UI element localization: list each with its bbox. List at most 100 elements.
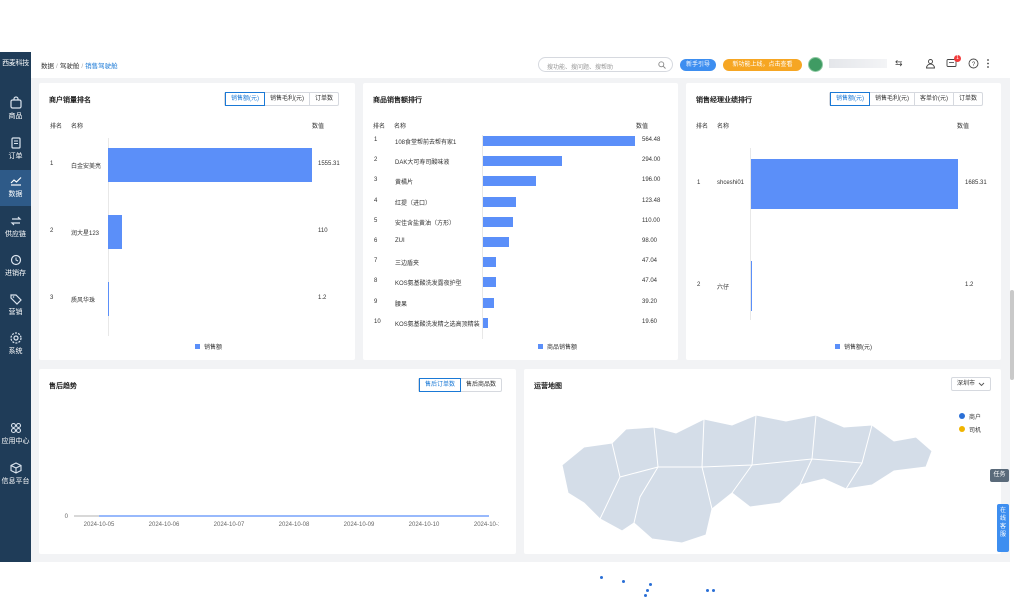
tab-order-count[interactable]: 订单数 [315, 96, 334, 102]
bar [108, 215, 123, 249]
value-label: 123.48 [642, 197, 661, 204]
city-select[interactable]: 深圳市 [951, 377, 991, 391]
inventory-icon [10, 254, 21, 266]
map-point-merchant[interactable] [644, 594, 647, 597]
tab-gross-profit[interactable]: 销售毛利(元) [870, 93, 915, 105]
cube-icon [9, 462, 22, 474]
rank-label: 5 [374, 217, 378, 224]
sidebar-item-system[interactable]: 系统 [0, 327, 31, 363]
brand-logo: 西麦科技 [2, 60, 29, 67]
bar [483, 297, 494, 308]
merchant-ranking-card: 商户销量排名 销售额(元) 销售毛利(元) 订单数 排名 名称 数值 1 白金安美… [39, 83, 355, 360]
rank-label: 8 [374, 278, 378, 285]
sidebar: 西麦科技 商品 订单 数据 供应链 进销存 营销 系统 应用中心 信息平台 [0, 52, 31, 562]
shenzhen-map[interactable] [554, 407, 974, 547]
tab-aftersale-goods[interactable]: 售后商品数 [466, 382, 497, 388]
user-name[interactable] [829, 59, 887, 68]
column-header-name: 名称 [71, 124, 84, 130]
sidebar-item-inventory[interactable]: 进销存 [0, 249, 31, 285]
sidebar-item-label: 信息平台 [1, 478, 30, 485]
map-point-merchant[interactable] [712, 589, 715, 592]
category-label: 安佳含盐黄油（方形） [395, 220, 456, 227]
breadcrumb-item[interactable]: 数据 [41, 63, 54, 70]
sidebar-item-marketing[interactable]: 营销 [0, 288, 31, 324]
bar [483, 277, 496, 288]
column-header-name: 名称 [394, 124, 407, 130]
card-title: 运营地图 [534, 383, 562, 390]
value-label: 1.2 [318, 295, 327, 301]
bar [751, 261, 752, 311]
scrollbar[interactable] [1010, 290, 1014, 380]
category-label: KOS氨基酸洗发露夜护型 [395, 281, 462, 288]
tab-order-count[interactable]: 订单数 [959, 96, 978, 102]
guide-button[interactable]: 新手引导 [680, 59, 716, 71]
search-placeholder: 搜功能、搜问题、搜帮助 [547, 65, 614, 71]
breadcrumb: 数据 / 驾驶舱 / 销售驾驶舱 [41, 63, 118, 70]
breadcrumb-item[interactable]: 驾驶舱 [59, 63, 80, 70]
legend-label: 司机 [969, 428, 982, 434]
rank-label: 7 [374, 258, 378, 265]
help-icon[interactable]: ? [968, 58, 979, 69]
rank-label: 9 [374, 298, 378, 305]
map-point-merchant[interactable] [706, 589, 709, 592]
sidebar-item-label: 供应链 [5, 231, 26, 238]
value-label: 47.04 [642, 258, 658, 265]
tab-aftersale-orders[interactable]: 售后订单数 [419, 378, 462, 392]
search-input[interactable]: 搜功能、搜问题、搜帮助 [538, 57, 673, 72]
task-button[interactable]: 任务 [990, 469, 1009, 482]
x-tick-label: 2024-10-06 [149, 522, 180, 528]
column-header-value: 数值 [312, 124, 325, 130]
merchant-tabs: 销售额(元) 销售毛利(元) 订单数 [224, 92, 340, 106]
tab-avg-order[interactable]: 客单价(元) [915, 93, 954, 105]
map-point-merchant[interactable] [646, 589, 649, 592]
chart-icon [10, 177, 21, 186]
rank-label: 2 [50, 228, 54, 234]
category-label: ZUI [395, 238, 405, 244]
new-feature-button[interactable]: 新功能上线，点击查看 [723, 59, 802, 71]
sidebar-item-goods[interactable]: 商品 [0, 92, 31, 128]
more-icon[interactable] [985, 58, 991, 69]
rank-label: 1 [374, 137, 378, 143]
tab-sales[interactable]: 销售额(元) [225, 92, 265, 106]
sidebar-item-data[interactable]: 数据 [0, 170, 31, 206]
sidebar-item-label: 营销 [8, 309, 23, 316]
map-point-merchant[interactable] [649, 583, 652, 586]
map-point-merchant[interactable] [622, 580, 625, 583]
value-label: 47.04 [642, 278, 658, 285]
rank-label: 2 [374, 157, 378, 164]
supply-icon [10, 216, 21, 226]
sidebar-item-label: 数据 [8, 191, 23, 198]
bar [108, 282, 109, 316]
legend-label: 商户 [969, 415, 982, 421]
online-service-button[interactable]: 在线客服 [997, 504, 1009, 552]
sidebar-item-app-center[interactable]: 应用中心 [0, 417, 31, 453]
aftersale-tabs: 售后订单数 售后商品数 [418, 378, 503, 392]
y-tick-label: 0 [65, 514, 69, 520]
switch-icon[interactable]: ⇆ [895, 58, 903, 68]
avatar[interactable] [808, 57, 823, 72]
sidebar-item-info-platform[interactable]: 信息平台 [0, 457, 31, 493]
rank-label: 3 [50, 295, 54, 301]
sidebar-item-supply[interactable]: 供应链 [0, 210, 31, 246]
category-label: 108食堂帮前去帮有家1 [395, 140, 457, 146]
map-legend-merchant: 商户 [959, 412, 981, 421]
tab-gross-profit[interactable]: 销售毛利(元) [265, 93, 310, 105]
search-icon[interactable] [658, 61, 666, 69]
sidebar-item-orders[interactable]: 订单 [0, 132, 31, 168]
map-point-merchant[interactable] [600, 576, 603, 579]
legend-label: 商品销售额 [547, 345, 578, 351]
chart-legend: 商品销售额 [538, 342, 577, 351]
axis-line [750, 148, 751, 320]
x-tick-label: 2024-10-09 [344, 522, 375, 528]
bar [483, 156, 563, 167]
legend-label: 销售额 [204, 345, 223, 351]
card-title: 商户销量排名 [49, 97, 91, 104]
user-icon[interactable] [925, 58, 936, 69]
online-service-label: 在线客服 [1000, 508, 1007, 538]
legend-label: 销售额(元) [844, 345, 872, 351]
sidebar-item-label: 应用中心 [1, 438, 30, 445]
tab-sales[interactable]: 销售额(元) [830, 92, 870, 106]
message-icon[interactable] [946, 58, 957, 69]
rank-label: 2 [697, 282, 701, 288]
bar [483, 136, 635, 146]
